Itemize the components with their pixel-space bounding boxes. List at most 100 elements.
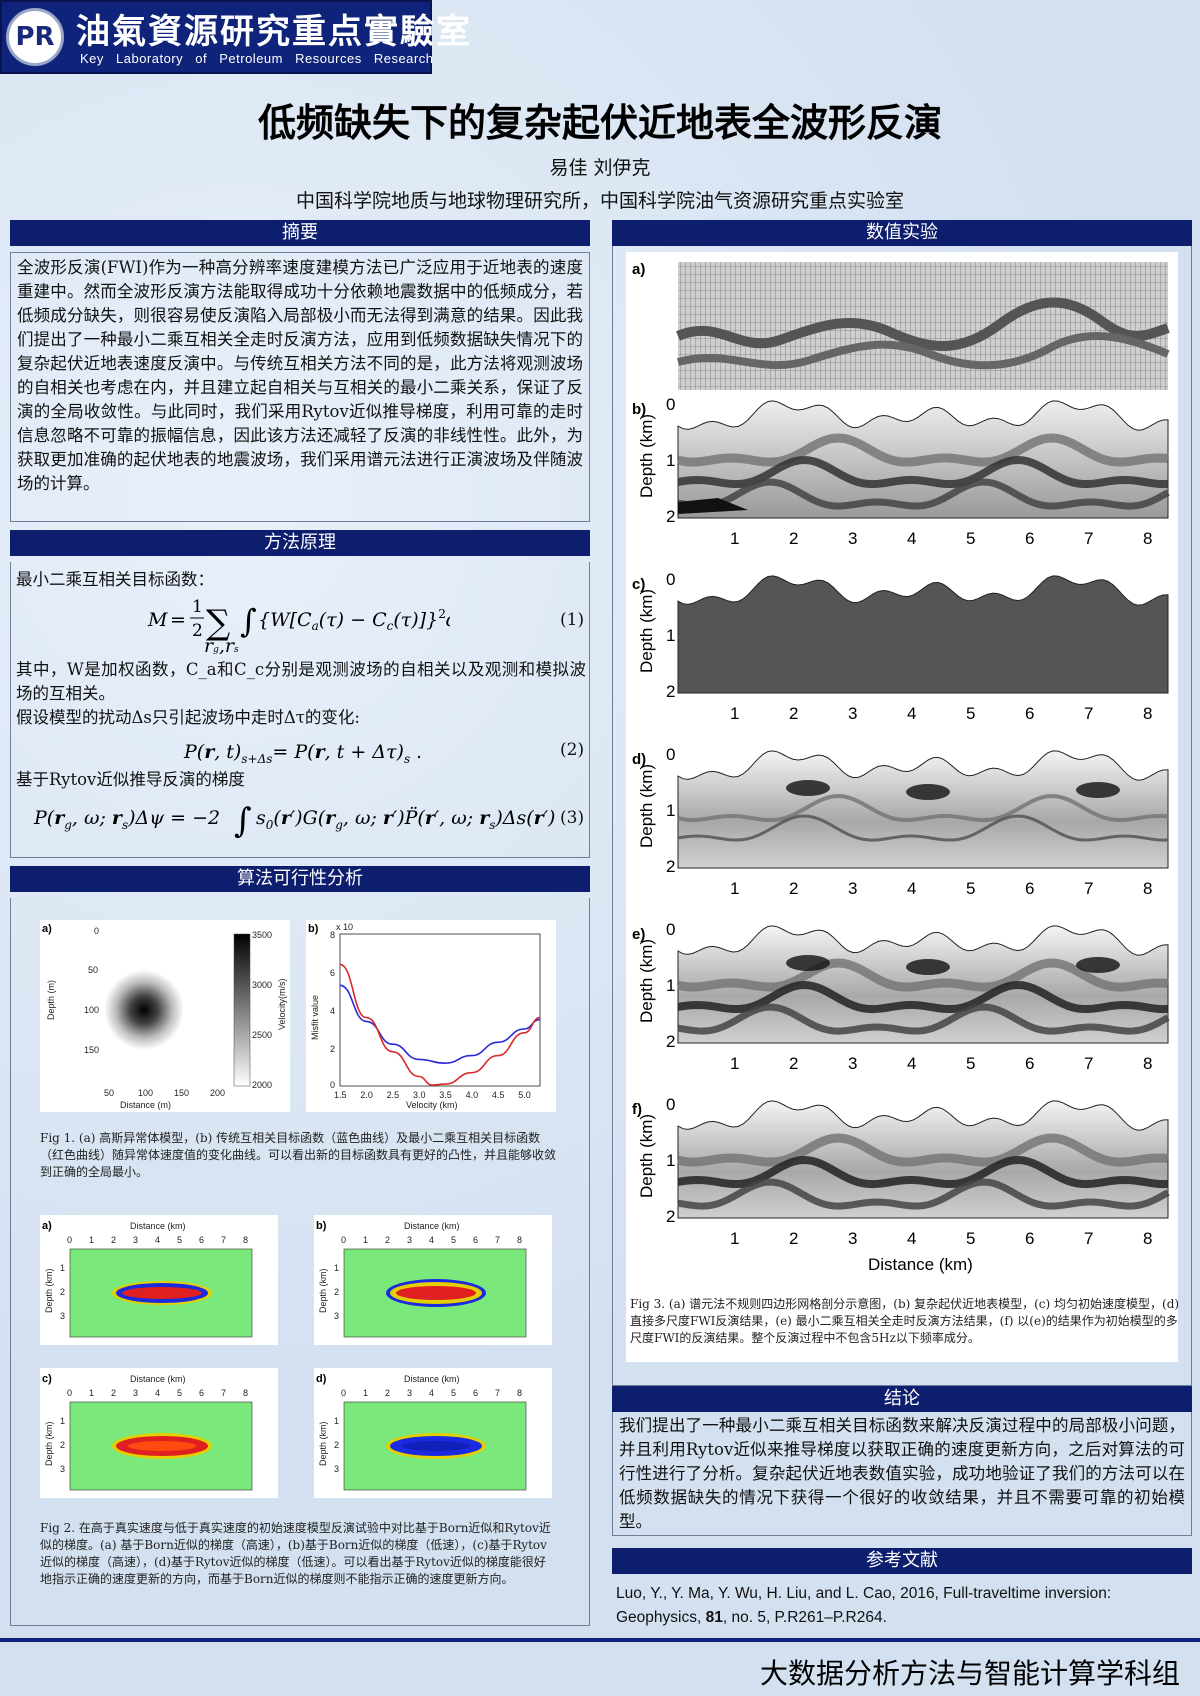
fig2-ytick: 2 bbox=[60, 1440, 65, 1450]
fig3-xtick: 2 bbox=[789, 1229, 798, 1248]
fig2-xtick: 6 bbox=[473, 1235, 478, 1245]
fig1a-ytick-3: 150 bbox=[84, 1045, 99, 1055]
fig3-anomaly bbox=[906, 959, 950, 975]
fig3-ytick: 2 bbox=[666, 1032, 675, 1051]
fig3-layer-band bbox=[677, 1178, 1170, 1210]
fig1b-ytick-1: 6 bbox=[330, 968, 335, 978]
fig3-xtick: 2 bbox=[789, 1054, 798, 1073]
fig3-caption: Fig 3. (a) 谱元法不规则四边形网格剖分示意图，(b) 复杂起伏近地表模… bbox=[630, 1297, 1180, 1345]
fig2-xtick: 5 bbox=[451, 1388, 456, 1398]
conclusion-box: 我们提出了一种最小二乘互相关目标函数来解决反演过程中的局部极小问题，并且利用Ry… bbox=[612, 1412, 1192, 1536]
fig2a-panel: a) Distance (km) 0 1 2 3 4 5 6 7 8 1 2 3 Depth (km… bbox=[40, 1215, 278, 1345]
fig3-layer-band bbox=[677, 980, 1169, 1014]
fig2-xtick: 7 bbox=[221, 1388, 226, 1398]
fig2-xtick: 0 bbox=[67, 1235, 72, 1245]
fig3-xtick: 1 bbox=[730, 704, 739, 723]
svg-text:2: 2 bbox=[192, 621, 203, 641]
conclusion-heading: 结论 bbox=[612, 1386, 1192, 1412]
fig1b-label: b) bbox=[308, 923, 319, 935]
reference-journal: Geophysics, bbox=[616, 1609, 706, 1626]
fig2-xtick: 1 bbox=[89, 1388, 94, 1398]
fig1b-exponent: x 10 bbox=[336, 922, 353, 932]
fig3-ytick: 0 bbox=[666, 748, 675, 764]
svg-text:rg,rs: rg,rs bbox=[204, 635, 239, 654]
affiliation: 中国科学院地质与地球物理研究所，中国科学院油气资源研究重点实验室 bbox=[295, 190, 904, 212]
fig3-xtick: 3 bbox=[848, 1054, 857, 1073]
fig1b-xtick-7: 5.0 bbox=[518, 1090, 531, 1100]
fig1a-ytick-0: 0 bbox=[94, 926, 99, 936]
fig3-panel-label: c) bbox=[632, 576, 645, 593]
fig3-ylabel: Depth (km) bbox=[637, 414, 656, 498]
fig1a-cbar-tick-3: 2000 bbox=[252, 1080, 272, 1090]
fig3a-mesh: a) bbox=[632, 261, 1170, 390]
fig1a-xtick-3: 200 bbox=[210, 1088, 225, 1098]
fig3-xtick: 5 bbox=[966, 704, 975, 723]
fig1b-xtick-3: 3.0 bbox=[413, 1090, 426, 1100]
svg-text:∑: ∑ bbox=[206, 603, 230, 643]
lab-name-cn: 油氣資源研究重点實驗室 bbox=[76, 12, 472, 52]
fig3-ylabel: Depth (km) bbox=[637, 764, 656, 848]
fig3-xtick: 5 bbox=[966, 529, 975, 548]
svg-text:=: = bbox=[170, 609, 186, 631]
fig3-layer-band bbox=[677, 478, 1170, 510]
fig3-xtick: 3 bbox=[848, 704, 857, 723]
fig1a-gaussian-model: a) 0 50 100 150 Depth (m) 50 100 150 200… bbox=[40, 920, 290, 1112]
reference-entry: Luo, Y., Y. Ma, Y. Wu, H. Liu, and L. Ca… bbox=[616, 1582, 1192, 1630]
method-box bbox=[10, 562, 590, 858]
fig2-xtick: 2 bbox=[385, 1388, 390, 1398]
svg-text:M: M bbox=[147, 609, 168, 631]
footer-rule bbox=[0, 1638, 1200, 1642]
fig1a-cbar-label: Velocity(m/s) bbox=[277, 978, 287, 1030]
fig3-ytick: 0 bbox=[666, 398, 675, 414]
fig3-xtick: 6 bbox=[1025, 879, 1034, 898]
fig1b-xtick-1: 2.0 bbox=[360, 1090, 373, 1100]
lab-banner bbox=[0, 0, 432, 74]
fig3-xtick: 8 bbox=[1143, 1229, 1152, 1248]
fig3c-initial-model: c) 0 1 2 Depth (km) 1 2 3 4 5 6 7 8 bbox=[632, 573, 1169, 723]
fig3b-model: b) 0 1 2 Depth (km) 1 2 3 4 5 6 7 8 bbox=[632, 398, 1170, 548]
fig2b-label: b) bbox=[316, 1220, 327, 1232]
svg-text:∫: ∫ bbox=[240, 602, 257, 640]
reference-line-2: Geophysics, 81, no. 5, P.R261–P.R264. bbox=[616, 1606, 1192, 1630]
fig3-velocity-field bbox=[677, 575, 1169, 694]
fig3-xtick: 5 bbox=[966, 879, 975, 898]
fig3-ytick: 0 bbox=[666, 923, 675, 939]
fig2-xtick: 1 bbox=[363, 1388, 368, 1398]
method-desc-1: 其中，W是加权函数，C_a和C_c分别是观测波场的自相关以及观测和模拟波场的互相… bbox=[16, 660, 586, 703]
fig1a-xtick-2: 150 bbox=[174, 1088, 189, 1098]
fig2-xtick: 5 bbox=[177, 1235, 182, 1245]
fig3-layer-band bbox=[677, 1155, 1169, 1189]
fig3-xtick: 6 bbox=[1025, 1054, 1034, 1073]
fig3-anomaly bbox=[786, 780, 830, 796]
fig3-layer-band bbox=[677, 793, 1169, 823]
fig2-ytick: 1 bbox=[60, 1416, 65, 1426]
fig2-xtick: 6 bbox=[473, 1388, 478, 1398]
fig2b-ylabel: Depth (km) bbox=[318, 1268, 328, 1313]
fig3-xtick: 1 bbox=[730, 1054, 739, 1073]
fig2-ytick: 3 bbox=[334, 1311, 339, 1321]
svg-text:1: 1 bbox=[192, 597, 203, 617]
fig3-ytick: 2 bbox=[666, 507, 675, 526]
fig1b-axes-box bbox=[339, 933, 541, 1087]
fig3-ylabel: Depth (km) bbox=[637, 1114, 656, 1198]
fig3-ytick: 1 bbox=[666, 626, 675, 645]
equation-2-number: (2) bbox=[560, 740, 585, 760]
fig2-xtick: 4 bbox=[429, 1235, 434, 1245]
fig3-xtick: 2 bbox=[789, 704, 798, 723]
fig3-layer-band bbox=[677, 1003, 1170, 1035]
equation-2: P(r, t)s+Δs= P(r, t + Δτ)s . bbox=[183, 741, 420, 766]
fig3-xtick: 1 bbox=[730, 879, 739, 898]
abstract-box: 全波形反演(FWI)作为一种高分辨率速度建模方法已广泛应用于近地表的速度重建中。… bbox=[10, 252, 590, 522]
group-name: 大数据分析方法与智能计算学科组 bbox=[759, 1657, 1180, 1690]
fig3-panel-label: e) bbox=[632, 926, 645, 943]
svg-text:∫: ∫ bbox=[234, 801, 252, 840]
fig2-xtick: 7 bbox=[221, 1235, 226, 1245]
equation-1: M = 1 2 ∑ rg,rs ∫ {W[Ca(τ) − Cc(τ)]}2dτ … bbox=[147, 597, 450, 654]
references-heading: 参考文献 bbox=[612, 1548, 1192, 1574]
fig2-caption: Fig 2. 在高于真实速度与低于真实速度的初始速度模型反演试验中对比基于Bor… bbox=[40, 1521, 551, 1586]
fig3-xtick: 4 bbox=[907, 1229, 916, 1248]
fig2-ytick: 1 bbox=[334, 1263, 339, 1273]
lab-logo: PR bbox=[6, 8, 64, 66]
fig3-anomaly bbox=[1076, 957, 1120, 973]
fig3-xtick: 4 bbox=[907, 704, 916, 723]
